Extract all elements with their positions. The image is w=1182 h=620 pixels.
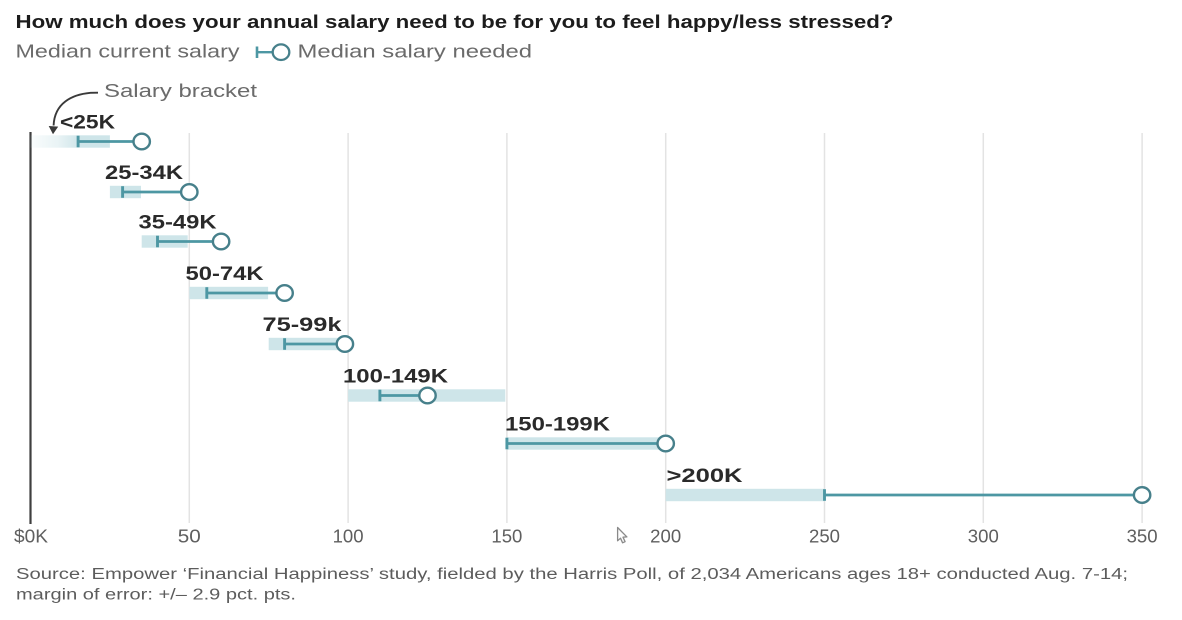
svg-text:50: 50 <box>178 526 201 547</box>
svg-text:Salary bracket: Salary bracket <box>104 81 257 101</box>
svg-text:Source: Empower ‘Financial Hap: Source: Empower ‘Financial Happiness’ st… <box>16 566 1128 583</box>
svg-text:How much does your annual sala: How much does your annual salary need to… <box>16 12 894 32</box>
svg-text:$0K: $0K <box>14 526 49 547</box>
svg-text:<25K: <25K <box>60 113 115 134</box>
svg-text:100: 100 <box>333 526 364 547</box>
svg-text:margin of error: +/– 2.9 pct.: margin of error: +/– 2.9 pct. pts. <box>16 587 296 604</box>
svg-text:>200K: >200K <box>667 466 743 487</box>
svg-text:300: 300 <box>968 526 999 547</box>
svg-text:250: 250 <box>809 526 840 547</box>
svg-text:150-199K: 150-199K <box>505 415 610 436</box>
svg-text:25-34K: 25-34K <box>105 163 183 184</box>
svg-text:200: 200 <box>650 526 681 547</box>
svg-text:150: 150 <box>491 526 522 547</box>
svg-text:35-49K: 35-49K <box>139 213 217 234</box>
svg-text:75-99k: 75-99k <box>263 315 343 336</box>
svg-text:Median current salary: Median current salary <box>16 41 241 62</box>
svg-text:50-74K: 50-74K <box>186 264 264 285</box>
svg-text:350: 350 <box>1127 526 1158 547</box>
svg-text:Median salary needed: Median salary needed <box>298 41 533 62</box>
svg-text:100-149K: 100-149K <box>343 367 448 388</box>
